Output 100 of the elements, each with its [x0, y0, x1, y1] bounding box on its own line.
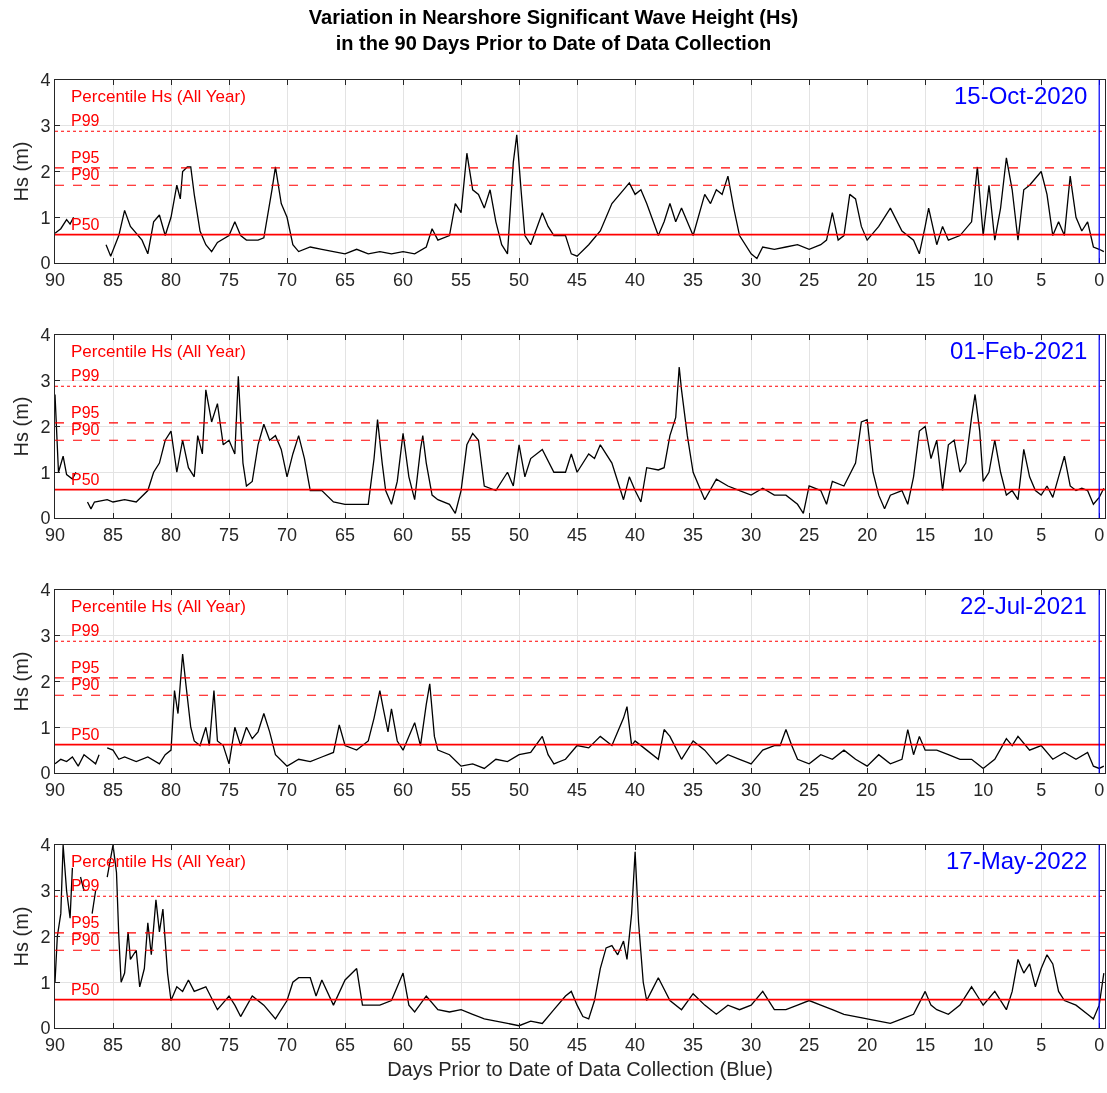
x-tick-label: 40 — [625, 779, 646, 800]
x-tick-label: 0 — [1094, 524, 1105, 545]
y-axis-title: Hs (m) — [9, 141, 32, 202]
chart-title: Variation in Nearshore Significant Wave Height (Hs) in the 90 Days Prior to Date of Data Collection — [308, 6, 799, 54]
x-tick-label: 20 — [857, 779, 878, 800]
y-tick-label: 4 — [40, 325, 51, 346]
x-tick-label: 45 — [567, 269, 588, 290]
x-tick-label: 40 — [625, 269, 646, 290]
x-tick-label: 60 — [393, 269, 414, 290]
ref-line-label: P99 — [71, 112, 100, 129]
y-tick-label: 2 — [40, 926, 51, 947]
y-tick-label: 4 — [40, 580, 51, 601]
ref-line-label: P99 — [71, 622, 100, 639]
ref-line-label: P90 — [71, 421, 100, 438]
annotation: Percentile Hs (All Year) — [71, 87, 246, 106]
x-tick-label: 45 — [567, 524, 588, 545]
ref-line-label: P50 — [71, 216, 100, 233]
x-tick-label: 70 — [277, 269, 298, 290]
x-tick-label: 5 — [1036, 269, 1047, 290]
x-tick-label: 40 — [625, 1034, 646, 1055]
annotation: Percentile Hs (All Year) — [71, 342, 246, 361]
x-tick-label: 25 — [799, 1034, 820, 1055]
x-tick-label: 30 — [741, 1034, 762, 1055]
y-tick-label: 3 — [40, 371, 51, 392]
x-tick-label: 60 — [393, 524, 414, 545]
x-axis-title: Days Prior to Date of Data Collection (Blue) — [387, 1058, 773, 1081]
ref-line-label: 22-Jul-2021 — [960, 592, 1087, 619]
x-tick-label: 35 — [683, 524, 704, 545]
x-tick-label: 20 — [857, 269, 878, 290]
x-tick-label: 10 — [973, 524, 994, 545]
x-tick-label: 55 — [451, 524, 472, 545]
x-tick-label: 85 — [102, 779, 124, 800]
x-tick-label: 70 — [277, 779, 298, 800]
y-axis-title: Hs (m) — [9, 396, 32, 457]
x-tick-label: 30 — [741, 779, 762, 800]
x-tick-label: 80 — [161, 269, 182, 290]
x-tick-label: 55 — [451, 269, 472, 290]
y-tick-label: 3 — [40, 881, 51, 902]
x-tick-label: 70 — [277, 1034, 298, 1055]
x-tick-label: 50 — [509, 524, 530, 545]
x-tick-label: 35 — [683, 269, 704, 290]
y-tick-label: 4 — [40, 835, 51, 856]
annotation: Percentile Hs (All Year) — [71, 597, 246, 616]
x-tick-label: 20 — [857, 524, 878, 545]
y-axis-title: Hs (m) — [9, 906, 32, 967]
x-tick-label: 75 — [219, 269, 240, 290]
x-tick-label: 10 — [973, 269, 994, 290]
x-tick-label: 75 — [219, 524, 240, 545]
x-tick-label: 15 — [915, 1034, 936, 1055]
x-tick-label: 50 — [509, 779, 530, 800]
x-tick-label: 80 — [161, 779, 182, 800]
x-tick-label: 65 — [335, 524, 356, 545]
x-tick-label: 5 — [1036, 779, 1047, 800]
x-tick-label: 45 — [567, 779, 588, 800]
x-tick-label: 50 — [509, 1034, 530, 1055]
x-tick-label: 85 — [102, 269, 124, 290]
ref-line-label: P50 — [71, 726, 100, 743]
x-tick-label: 0 — [1094, 1034, 1105, 1055]
x-tick-label: 65 — [335, 269, 356, 290]
x-tick-label: 25 — [799, 779, 820, 800]
ref-line-label: P50 — [71, 471, 100, 488]
y-tick-label: 3 — [40, 116, 51, 137]
ref-line-label: P95 — [71, 404, 100, 421]
ref-line-label: P95 — [71, 914, 100, 931]
x-tick-label: 10 — [973, 779, 994, 800]
x-tick-label: 10 — [973, 1034, 994, 1055]
ref-line-label: P99 — [71, 367, 100, 384]
ref-line-label: P90 — [71, 166, 100, 183]
x-tick-label: 70 — [277, 524, 298, 545]
x-tick-label: 25 — [799, 524, 820, 545]
ref-line-label: P50 — [71, 981, 100, 998]
y-axis-title: Hs (m) — [9, 651, 32, 712]
x-tick-label: 25 — [799, 269, 820, 290]
ref-line-label: P90 — [71, 931, 100, 948]
x-tick-label: 50 — [509, 269, 530, 290]
x-tick-label: 35 — [683, 1034, 704, 1055]
x-tick-label: 5 — [1036, 1034, 1047, 1055]
x-tick-label: 5 — [1036, 524, 1047, 545]
x-tick-label: 30 — [741, 524, 762, 545]
ref-line-label: 01-Feb-2021 — [950, 337, 1088, 364]
x-tick-label: 85 — [102, 524, 124, 545]
x-tick-label: 15 — [915, 269, 936, 290]
x-tick-label: 30 — [741, 269, 762, 290]
y-tick-label: 1 — [40, 207, 51, 228]
ref-line-label: P90 — [71, 676, 100, 693]
x-tick-label: 0 — [1094, 269, 1105, 290]
ref-line-label: P95 — [71, 659, 100, 676]
x-tick-label: 60 — [393, 779, 414, 800]
y-tick-label: 4 — [40, 70, 51, 91]
ref-line-label: 15-Oct-2020 — [954, 82, 1088, 109]
x-tick-label: 85 — [102, 1034, 124, 1055]
x-tick-label: 35 — [683, 779, 704, 800]
y-tick-label: 2 — [40, 161, 51, 182]
x-tick-label: 80 — [161, 524, 182, 545]
y-tick-label: 2 — [40, 416, 51, 437]
x-tick-label: 15 — [915, 779, 936, 800]
y-tick-label: 1 — [40, 462, 51, 483]
x-tick-label: 40 — [625, 524, 646, 545]
ref-line-label: 17-May-2022 — [946, 847, 1088, 874]
x-tick-label: 75 — [219, 1034, 240, 1055]
